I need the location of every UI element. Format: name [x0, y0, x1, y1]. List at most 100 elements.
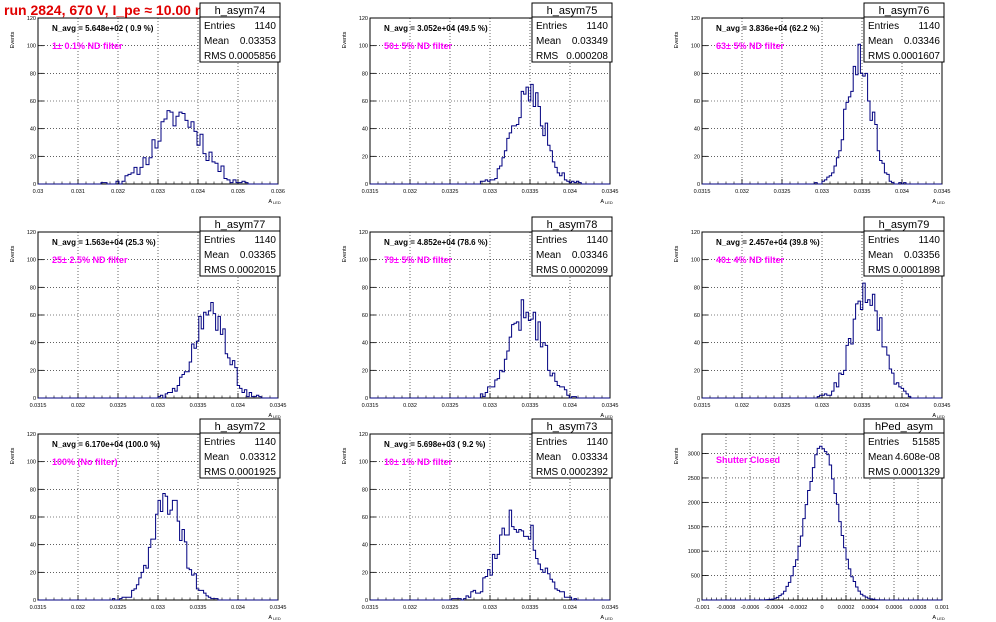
x-tick-label: 0.032 [403, 189, 417, 195]
y-tick-label: 120 [27, 230, 36, 236]
stats-value: 1140 [918, 235, 940, 246]
x-tick-label: 0.032 [111, 189, 125, 195]
navg-label: N_avg = 5.648e+02 ( 0.9 %) [52, 24, 154, 33]
stats-label: Mean [868, 250, 893, 261]
y-tick-label: 60 [362, 313, 368, 319]
stats-box [863, 2, 945, 63]
y-tick-label: 60 [362, 515, 368, 521]
filter-label: 40± 4% ND filter [716, 255, 784, 265]
histogram-panel-h_asym79: 0.0315 0.032 0.0325 0.033 0.0335 0.034 0.0345 0… [674, 216, 950, 419]
x-tick-label: 0.032 [71, 403, 85, 409]
stats-value: 0.0002015 [229, 265, 277, 276]
navg-label: N_avg = 5.698e+03 ( 9.2 %) [384, 440, 486, 449]
y-tick-label: 500 [691, 574, 700, 580]
x-tick-label: 0.0345 [270, 403, 287, 409]
stats-value: 0.0002392 [561, 467, 609, 478]
x-axis-label: A [932, 199, 936, 205]
stats-label: Entries [204, 21, 235, 32]
y-tick-label: 0 [33, 182, 36, 188]
x-tick-label: -0.0004 [765, 605, 784, 611]
x-tick-label: 0.0345 [602, 605, 619, 611]
y-tick-label: 0 [365, 598, 368, 604]
x-tick-label: 0.0335 [854, 189, 871, 195]
x-axis-label-sub: LED [273, 414, 281, 419]
y-tick-label: 40 [694, 341, 700, 347]
y-tick-label: 60 [694, 99, 700, 105]
histogram-name: h_asym74 [215, 5, 266, 17]
y-tick-label: 0 [697, 396, 700, 402]
x-tick-label: 0.0335 [190, 403, 207, 409]
histogram-series [702, 282, 942, 399]
y-tick-label: 1000 [688, 549, 700, 555]
y-tick-label: 40 [30, 543, 36, 549]
y-tick-label: 120 [27, 432, 36, 438]
stats-label: Mean [868, 452, 893, 463]
histogram-panel-h_asym77: 0.0315 0.032 0.0325 0.033 0.0335 0.034 0.0345 0… [10, 216, 287, 419]
x-axis-label: A [600, 615, 604, 621]
filter-label: 63± 5% ND filter [716, 41, 784, 51]
x-tick-label: 0.032 [735, 189, 749, 195]
x-tick-label: 0.0345 [934, 189, 951, 195]
histogram-panel-h_asym75: 0.0315 0.032 0.0325 0.033 0.0335 0.034 0.0345 0… [342, 2, 619, 205]
stats-label: RMS [868, 265, 891, 276]
histogram-panel-h_asym74: 0.03 0.031 0.032 0.033 0.034 0.035 0.036 0 20 40 6… [10, 2, 285, 205]
stats-value: 0.0001607 [893, 51, 941, 62]
x-axis-label: A [600, 413, 604, 419]
histogram-name: h_asym75 [547, 5, 598, 17]
histogram-name: h_asym78 [547, 219, 598, 231]
navg-label: N_avg = 2.457e+04 (39.8 %) [716, 238, 820, 247]
stats-value: 0.000208 [566, 51, 608, 62]
histogram-name: h_asym77 [215, 219, 266, 231]
stats-label: RMS [536, 51, 559, 62]
x-tick-label: 0.035 [231, 189, 245, 195]
x-axis-label: A [268, 615, 272, 621]
y-tick-label: 100 [359, 460, 368, 466]
stats-value: 1140 [586, 21, 608, 32]
navg-label: N_avg = 6.170e+04 (100.0 %) [52, 440, 160, 449]
x-tick-label: 0.0345 [602, 189, 619, 195]
histogram-name: h_asym79 [879, 219, 930, 231]
y-tick-label: 80 [30, 71, 36, 77]
stats-value: 0.0001329 [893, 467, 941, 478]
y-tick-label: 40 [362, 127, 368, 133]
stats-value: 1140 [586, 235, 608, 246]
y-tick-label: 100 [27, 460, 36, 466]
filter-label: Shutter Closed [716, 455, 780, 465]
x-tick-label: 0.032 [403, 605, 417, 611]
y-tick-label: 2500 [688, 476, 700, 482]
x-axis-label-sub: LED [937, 616, 945, 621]
y-tick-label: 120 [691, 16, 700, 22]
y-tick-label: 80 [694, 71, 700, 77]
y-tick-label: 120 [691, 230, 700, 236]
x-tick-label: 0.033 [483, 605, 497, 611]
navg-label: N_avg = 3.836e+04 (62.2 %) [716, 24, 820, 33]
y-tick-label: 0 [33, 598, 36, 604]
x-axis-label-sub: LED [937, 200, 945, 205]
x-tick-label: 0.033 [815, 403, 829, 409]
y-tick-label: 2000 [688, 500, 700, 506]
y-tick-label: 100 [359, 44, 368, 50]
stats-value: 0.03312 [240, 452, 277, 463]
x-axis-label: A [268, 199, 272, 205]
x-tick-label: 0.0345 [602, 403, 619, 409]
x-tick-label: -0.0002 [789, 605, 808, 611]
stats-label: Entries [868, 235, 899, 246]
x-tick-label: 0.0315 [694, 403, 711, 409]
y-tick-label: 0 [365, 396, 368, 402]
x-tick-label: -0.0008 [717, 605, 736, 611]
stats-label: RMS [536, 467, 559, 478]
stats-box [199, 2, 281, 63]
stats-label: Entries [536, 235, 567, 246]
histogram-series [370, 299, 610, 399]
x-tick-label: 0.0335 [522, 605, 539, 611]
stats-value: 1140 [254, 235, 276, 246]
y-tick-label: 20 [30, 154, 36, 160]
y-tick-label: 60 [30, 313, 36, 319]
x-tick-label: 0.0325 [442, 189, 459, 195]
x-tick-label: 0.0315 [362, 403, 379, 409]
y-tick-label: 1500 [688, 525, 700, 531]
x-tick-label: 0.0335 [854, 403, 871, 409]
x-tick-label: 0.033 [483, 189, 497, 195]
y-tick-label: 80 [30, 285, 36, 291]
stats-label: Mean [536, 36, 561, 47]
